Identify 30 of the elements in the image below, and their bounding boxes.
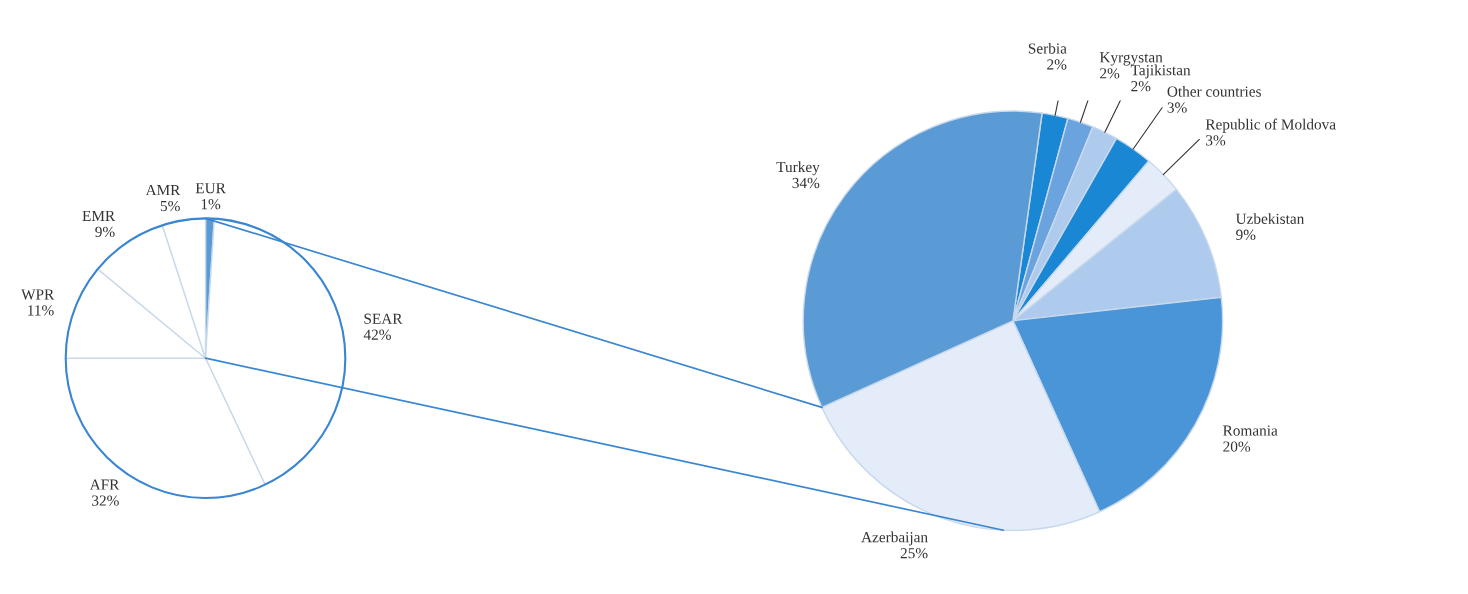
data-label: 9%: [95, 226, 115, 238]
slice-label: Republic of Moldova: [1205, 118, 1336, 133]
data-label: 2%: [1131, 80, 1151, 92]
data-label: 20%: [1223, 441, 1251, 452]
slice-label: EUR: [195, 183, 226, 194]
slice-label: Romania: [1223, 425, 1278, 436]
slice-label: Turkey: [776, 161, 820, 176]
data-label: 1%: [201, 198, 221, 210]
slice-label: Other countries: [1167, 85, 1261, 97]
slice-label: Uzbekistan: [1235, 213, 1305, 224]
slice-label: WPR: [21, 289, 55, 300]
data-label: 3%: [1167, 102, 1187, 113]
data-label: 5%: [160, 200, 180, 212]
data-label: 42%: [363, 329, 391, 340]
slice-label: Azerbaijan: [861, 531, 928, 546]
data-label: 32%: [92, 495, 119, 506]
data-label: 2%: [1047, 59, 1067, 70]
slice-label: Tajikistan: [1130, 64, 1191, 79]
data-label: 11%: [28, 305, 54, 316]
slice-label: EMR: [82, 210, 116, 221]
slice-label: SEAR: [364, 313, 403, 324]
slice-label: Serbia: [1028, 42, 1067, 54]
data-label: 34%: [792, 177, 820, 189]
slice-label: Kyrgystan: [1099, 52, 1163, 66]
data-label: 25%: [900, 548, 928, 559]
data-label: 2%: [1100, 68, 1120, 79]
data-label: 3%: [1206, 135, 1226, 146]
slice-label: AFR: [89, 479, 120, 490]
slice-label: AMR: [145, 184, 181, 196]
data-label: 9%: [1236, 229, 1256, 240]
